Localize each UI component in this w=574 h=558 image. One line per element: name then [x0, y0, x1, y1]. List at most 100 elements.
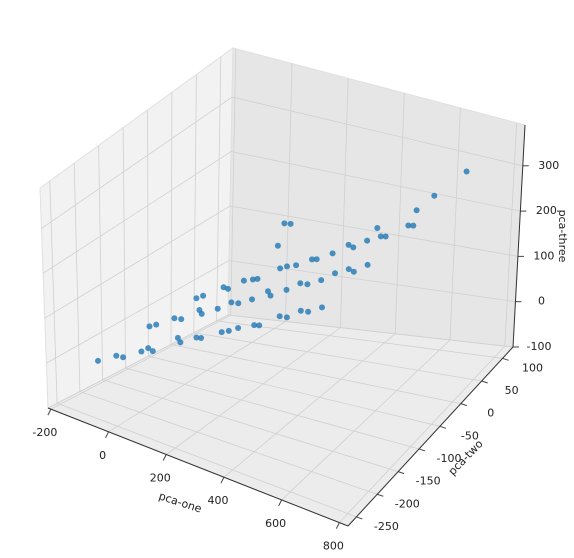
point	[332, 270, 338, 277]
point	[329, 250, 336, 257]
tick-mark	[460, 403, 467, 407]
point	[254, 275, 261, 282]
point	[431, 192, 438, 199]
point	[305, 308, 312, 315]
point	[374, 225, 381, 231]
point	[267, 292, 274, 299]
point	[319, 304, 325, 311]
point	[350, 244, 357, 251]
point	[146, 323, 153, 330]
tick-mark	[502, 357, 509, 361]
point	[309, 256, 315, 263]
tick-mark	[278, 499, 283, 507]
grid-line	[46, 260, 516, 364]
point	[240, 277, 247, 284]
grid-line	[44, 205, 518, 319]
y-tick-label: 0	[487, 407, 494, 420]
pane	[227, 47, 526, 348]
point	[113, 352, 120, 359]
x-tick-label: 600	[265, 517, 286, 530]
point	[193, 334, 200, 341]
point	[214, 305, 221, 312]
point	[377, 233, 384, 240]
point	[120, 354, 127, 361]
grid-line	[41, 96, 523, 229]
x-tick-label: -200	[32, 426, 57, 439]
point	[364, 261, 371, 268]
point	[95, 357, 101, 364]
tick-mark	[220, 476, 225, 484]
point	[287, 220, 294, 227]
tick-mark	[335, 522, 340, 529]
x-tick-label: 400	[207, 494, 228, 507]
point	[225, 327, 232, 334]
point	[318, 277, 325, 284]
point	[405, 222, 412, 229]
point	[293, 262, 300, 269]
point	[345, 241, 352, 248]
z-tick-label: -100	[527, 340, 552, 353]
point	[177, 339, 184, 346]
y-tick-label: 50	[505, 384, 519, 397]
point	[225, 285, 231, 292]
point	[138, 348, 145, 355]
tick-mark	[439, 425, 447, 429]
point	[256, 322, 263, 329]
point	[410, 222, 417, 229]
point	[228, 299, 235, 306]
y-axis	[347, 346, 514, 527]
point	[251, 322, 258, 329]
point	[413, 207, 420, 214]
point	[149, 348, 156, 355]
point	[235, 325, 242, 331]
tick-mark	[356, 516, 363, 520]
z-axis-label: pca-three	[556, 210, 569, 263]
tick-mark	[418, 448, 426, 452]
point	[174, 334, 181, 341]
x-axis-label: pca-one	[157, 489, 203, 515]
point	[364, 237, 371, 244]
point	[171, 315, 178, 322]
grid-line	[42, 151, 521, 274]
point	[235, 300, 242, 307]
point	[198, 335, 205, 341]
point	[274, 242, 281, 249]
point	[283, 314, 290, 321]
point	[284, 263, 290, 270]
x-tick-label: 0	[99, 449, 106, 462]
y-tick-label: -50	[461, 429, 479, 442]
point	[249, 296, 255, 303]
z-axis	[512, 124, 526, 348]
point	[145, 345, 152, 352]
point	[277, 265, 284, 272]
y-tick-label: -100	[437, 452, 462, 465]
point	[193, 295, 200, 302]
z-tick-label: 0	[538, 295, 545, 308]
x-tick-label: 800	[323, 540, 344, 553]
y-tick-label: -250	[374, 520, 399, 533]
x-tick-label: 200	[150, 472, 171, 485]
y-tick-label: -150	[416, 475, 441, 488]
grid-line	[47, 314, 514, 409]
tick-mark	[377, 493, 384, 497]
z-tick-label: 300	[538, 159, 559, 172]
tick-mark	[397, 471, 405, 475]
point	[198, 310, 205, 317]
point	[283, 286, 290, 293]
point	[249, 276, 256, 283]
tick-mark	[162, 454, 167, 461]
y-tick-label: 100	[522, 361, 543, 374]
tick-mark	[105, 431, 110, 439]
point	[200, 292, 207, 299]
point	[297, 307, 304, 314]
point	[218, 329, 225, 336]
point	[153, 321, 160, 328]
z-tick-label: 200	[536, 204, 557, 217]
point	[178, 316, 185, 323]
point	[350, 268, 357, 275]
tick-mark	[481, 380, 488, 384]
point	[297, 280, 304, 287]
point	[463, 168, 470, 175]
y-tick-label: -200	[395, 497, 420, 510]
